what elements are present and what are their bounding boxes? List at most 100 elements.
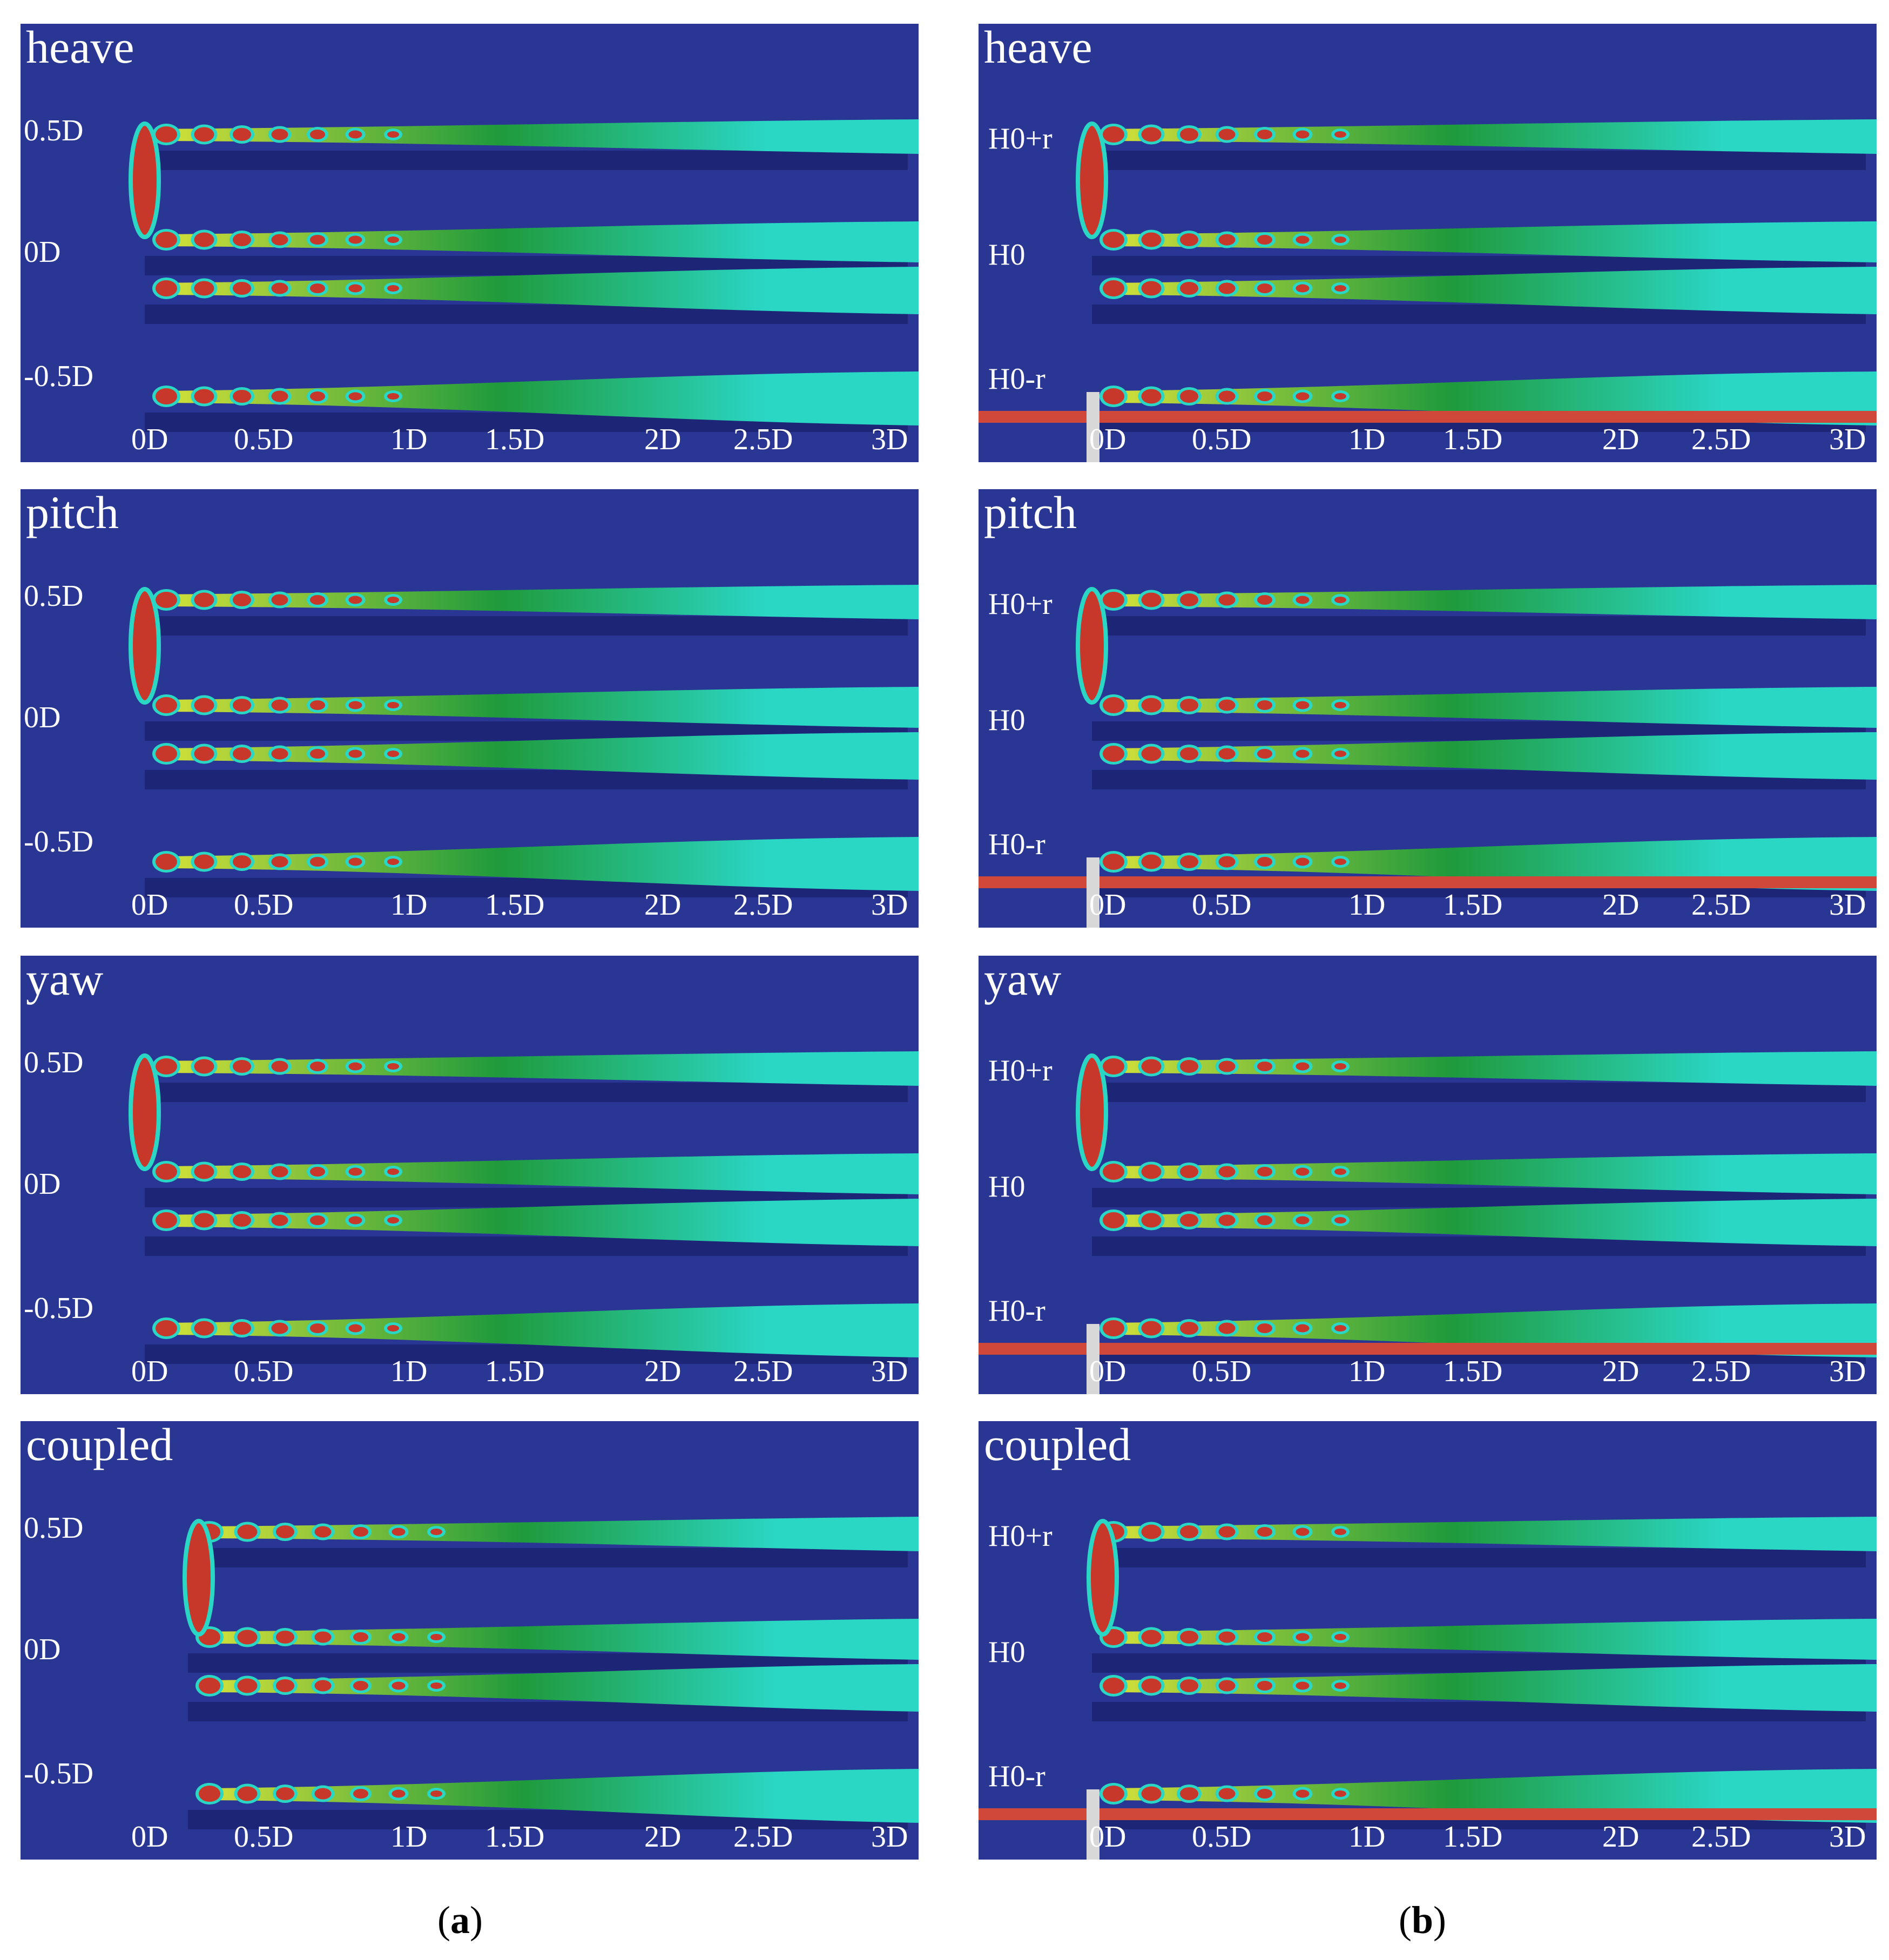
vortex-core-center xyxy=(310,391,325,401)
vortex-core-center xyxy=(1103,388,1124,404)
vortex-band xyxy=(1103,687,1877,728)
x-axis-label: 1D xyxy=(390,1355,428,1388)
y-axis-label: 0.5D xyxy=(24,114,84,147)
vortex-core-center xyxy=(156,280,177,296)
vortex-core-center xyxy=(1218,1788,1236,1800)
vortex-core-center xyxy=(1103,746,1124,762)
vortex-core-center xyxy=(1103,1786,1124,1802)
y-axis-label: 0D xyxy=(24,1167,61,1201)
vortex-core-center xyxy=(348,596,362,604)
vortex-core-center xyxy=(1334,131,1346,138)
vortex-band xyxy=(156,119,919,154)
vortex-core-center xyxy=(1141,1321,1162,1336)
vortex-core-center xyxy=(348,1167,362,1176)
tower xyxy=(1087,1789,1099,1860)
vortex-core-center xyxy=(1180,282,1198,295)
x-axis-label: 0.5D xyxy=(1192,423,1252,456)
blade-wake xyxy=(129,1053,161,1171)
x-axis-label: 2.5D xyxy=(733,888,793,922)
vortex-core-center xyxy=(387,1063,399,1070)
x-axis-label: 3D xyxy=(871,423,908,456)
vortex-core-center xyxy=(233,699,251,712)
x-axis-label: 1D xyxy=(1348,1355,1386,1388)
vortex-core-center xyxy=(1296,235,1310,244)
vortex-core-center xyxy=(1334,1217,1346,1224)
vortex-core-center xyxy=(1103,697,1124,713)
vortex-core-center xyxy=(1334,1790,1346,1797)
wake-field xyxy=(129,119,919,432)
vortex-band xyxy=(1103,585,1877,619)
vortex-core-center xyxy=(348,701,362,709)
vortex-core-center xyxy=(387,751,399,757)
vortex-core-center xyxy=(271,1214,288,1226)
vortex-core-center xyxy=(1180,855,1198,868)
x-axis-label: 2D xyxy=(644,1820,682,1854)
vortex-core-center xyxy=(1296,284,1310,293)
vortex-core-center xyxy=(387,131,399,138)
vortex-core-center xyxy=(1334,236,1346,243)
vortex-core-center xyxy=(1218,594,1236,606)
vortex-core-center xyxy=(194,854,214,869)
vortex-core-center xyxy=(1257,283,1272,293)
vortex-core-center xyxy=(1257,391,1272,401)
x-axis-label: 1.5D xyxy=(1443,1355,1503,1388)
wake-field xyxy=(979,1517,1877,1860)
vortex-core-center xyxy=(1141,1630,1162,1645)
panel-title: coupled xyxy=(984,1421,1131,1470)
vortex-core-center xyxy=(156,592,177,608)
vortex-core-center xyxy=(387,702,399,708)
vortex-band xyxy=(156,1153,919,1194)
vortex-core-center xyxy=(1296,1167,1310,1176)
vortex-core-center xyxy=(387,1325,399,1332)
y-axis-label: H0-r xyxy=(988,1294,1045,1328)
vortex-core-center xyxy=(1141,1786,1162,1801)
vortex-core-center xyxy=(233,233,251,246)
x-axis-label: 1.5D xyxy=(485,1820,545,1854)
vortex-core-center xyxy=(194,698,214,713)
vortex-core-center xyxy=(1141,698,1162,713)
x-axis-label: 3D xyxy=(1829,888,1866,922)
vortex-core-center xyxy=(1103,232,1124,248)
vortex-core-center xyxy=(314,1526,332,1538)
vortex-core-center xyxy=(194,592,214,607)
x-axis-label: 1D xyxy=(390,423,428,456)
vortex-core-center xyxy=(348,857,362,866)
vortex-core-center xyxy=(237,1630,258,1645)
vortex-core-center xyxy=(353,1681,368,1691)
vortex-core-center xyxy=(353,1632,368,1642)
y-axis-label: H0 xyxy=(988,704,1026,737)
vortex-core-center xyxy=(233,390,251,403)
vortex-core-center xyxy=(1296,1528,1310,1536)
vortex-core-center xyxy=(1334,1063,1346,1070)
vortex-core-center xyxy=(1218,1060,1236,1072)
vortex-core-center xyxy=(156,232,177,248)
x-axis-label: 3D xyxy=(871,1355,908,1388)
y-axis-label: H0-r xyxy=(988,828,1045,861)
vortex-core-center xyxy=(1180,1631,1198,1644)
vortex-core-center xyxy=(1296,749,1310,758)
panel-title: pitch xyxy=(984,489,1077,538)
x-axis-label: 0.5D xyxy=(234,1355,294,1388)
wake-shadow xyxy=(1092,1083,1866,1102)
vortex-core-center xyxy=(233,747,251,760)
x-axis-label: 3D xyxy=(1829,423,1866,456)
vortex-band xyxy=(199,1769,919,1823)
vortex-core-center xyxy=(348,1324,362,1333)
panel-free-heave: heave 0.5D 0D -0.5D 0D 0.5D 1D 1.5D 2D 2.5D 3D xyxy=(21,24,919,462)
vortex-core-center xyxy=(276,1525,294,1538)
x-axis-label: 2D xyxy=(644,1355,682,1388)
ground-layer xyxy=(979,1343,1877,1355)
vortex-band xyxy=(1103,267,1877,314)
y-axis-label: -0.5D xyxy=(24,1757,94,1790)
x-axis-label: 2.5D xyxy=(1691,1820,1751,1854)
vortex-core-center xyxy=(1180,390,1198,403)
wake-shadow xyxy=(1092,616,1866,636)
vortex-core-center xyxy=(156,1164,177,1180)
vortex-core-center xyxy=(1334,1325,1346,1332)
x-axis-label: 1D xyxy=(390,888,428,922)
vortex-core-center xyxy=(276,1631,294,1644)
y-axis-label: -0.5D xyxy=(24,825,94,859)
wake-field xyxy=(979,1051,1877,1394)
x-axis-label: 1D xyxy=(1348,1820,1386,1854)
x-axis-label: 0.5D xyxy=(1192,1355,1252,1388)
